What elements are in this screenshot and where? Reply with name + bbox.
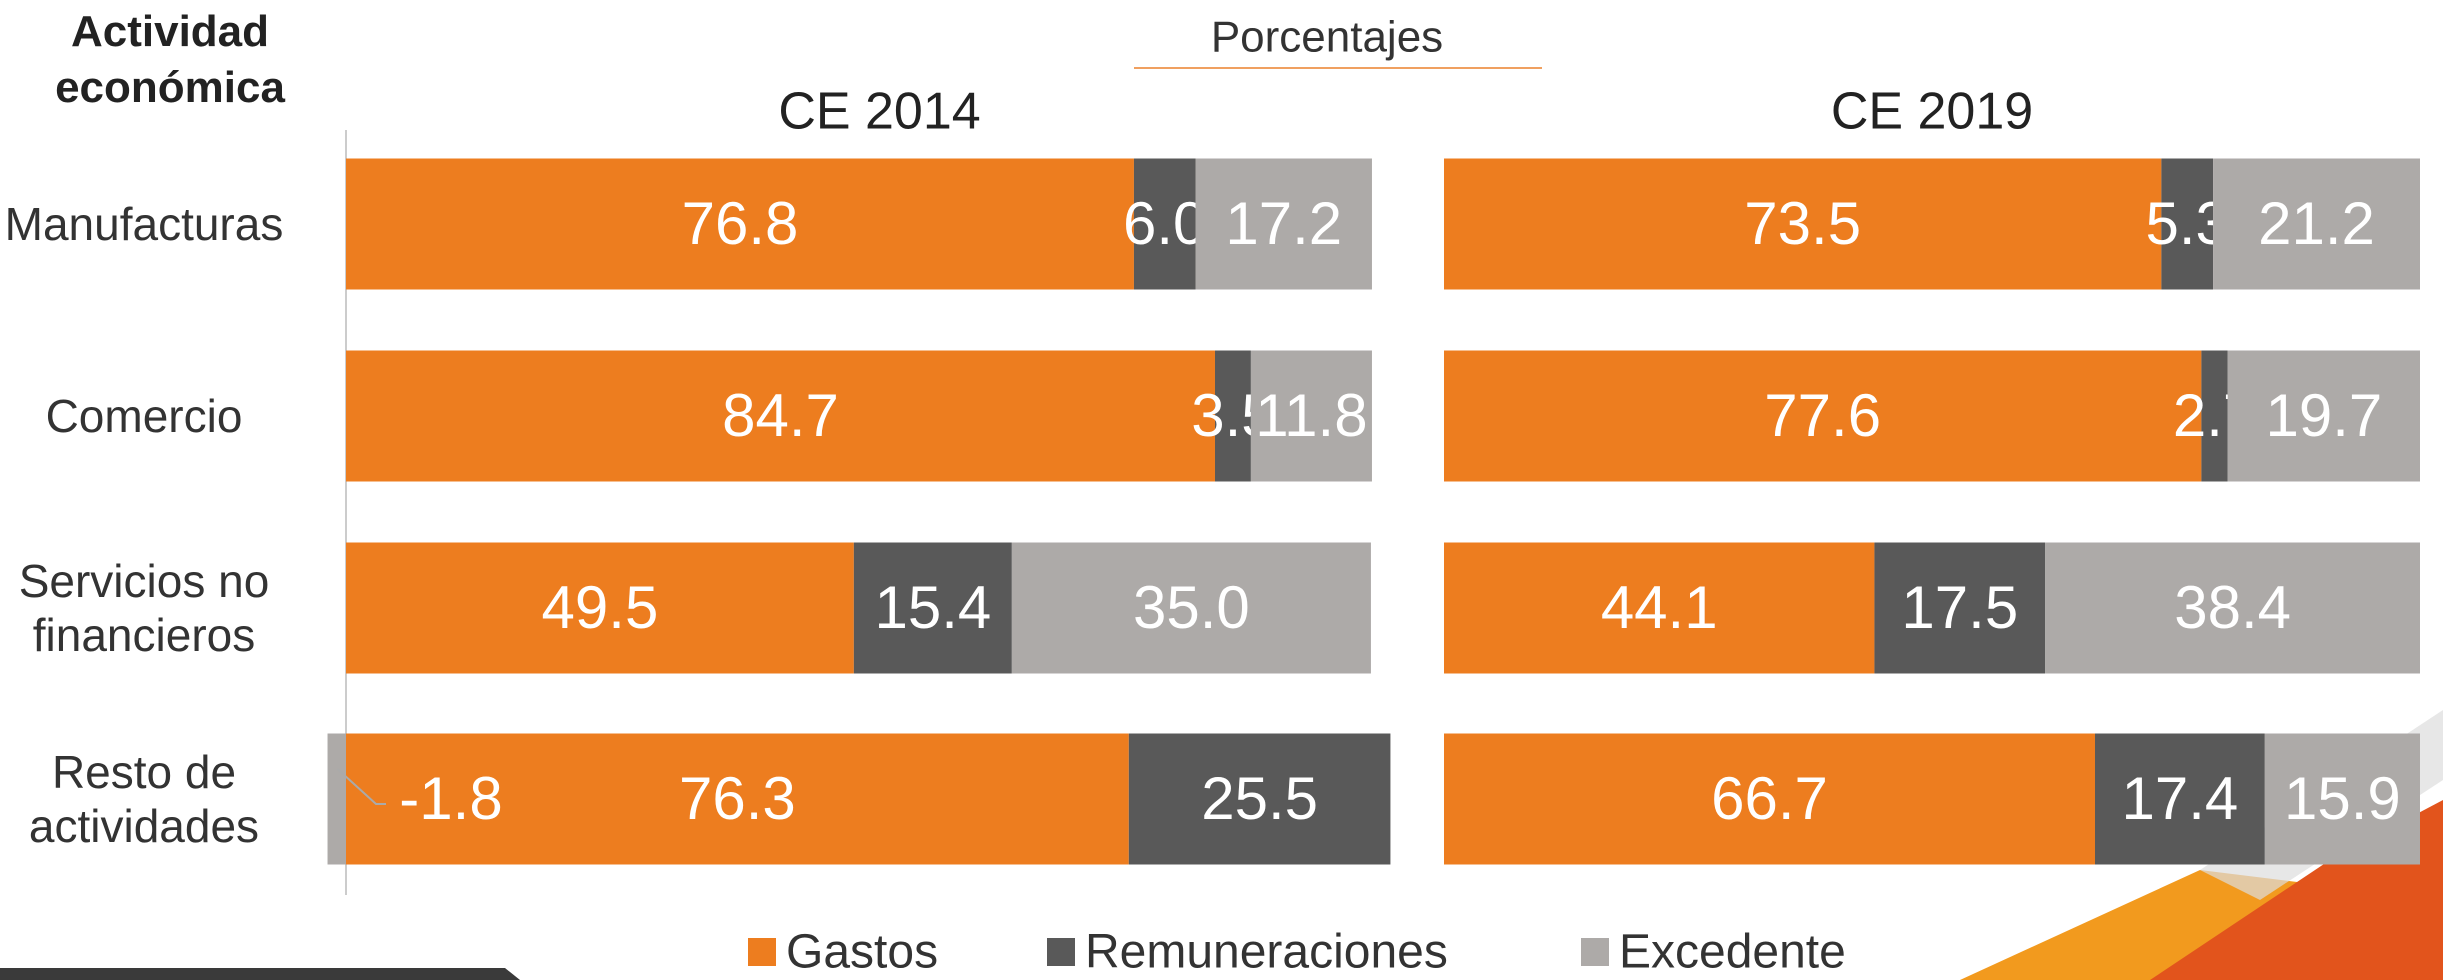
category-label: Servicios no financieros bbox=[18, 555, 270, 661]
bar-segment bbox=[1444, 158, 2162, 290]
bar-segment bbox=[346, 350, 1215, 482]
legend-label: Gastos bbox=[786, 926, 938, 979]
legend-label: Excedente bbox=[1619, 926, 1846, 979]
data-label: 77.6 bbox=[1764, 382, 1881, 449]
data-label: 17.4 bbox=[2122, 765, 2239, 832]
bar-segment bbox=[346, 542, 854, 674]
data-label: 76.8 bbox=[682, 190, 799, 257]
category-label: Manufacturas bbox=[4, 198, 284, 250]
bar-segment bbox=[2094, 733, 2265, 865]
bar-segment bbox=[1250, 350, 1372, 482]
bar-segment bbox=[1214, 350, 1251, 482]
data-label: -1.8 bbox=[399, 765, 502, 832]
bar-segment bbox=[1128, 733, 1391, 865]
bar-segment bbox=[2227, 350, 2420, 482]
decor bbox=[0, 968, 520, 980]
data-label: 35.0 bbox=[1133, 574, 1250, 641]
category-label: Comercio bbox=[45, 390, 243, 442]
data-label: 73.5 bbox=[1744, 190, 1861, 257]
bar-segment bbox=[327, 733, 346, 865]
bar-segment bbox=[2264, 733, 2420, 865]
bar-segment bbox=[1444, 733, 2095, 865]
panel-title: CE 2019 bbox=[1831, 83, 2033, 141]
panel-title: CE 2014 bbox=[778, 83, 980, 141]
bar-segment bbox=[2213, 158, 2420, 290]
data-label: 21.2 bbox=[2258, 190, 2375, 257]
bar-segment bbox=[1444, 542, 1875, 674]
legend-swatch bbox=[1581, 938, 1609, 966]
subtitle: Porcentajes bbox=[1211, 13, 1443, 62]
data-label: 17.2 bbox=[1225, 190, 1342, 257]
data-label: 6.0 bbox=[1123, 190, 1206, 257]
bar-segment bbox=[1874, 542, 2046, 674]
bar-segment bbox=[2161, 158, 2214, 290]
category-label: Resto de actividades bbox=[28, 746, 260, 852]
legend-label: Remuneraciones bbox=[1085, 926, 1448, 979]
data-label: 76.3 bbox=[679, 765, 796, 832]
bar-segment bbox=[1133, 158, 1196, 290]
data-label: 19.7 bbox=[2265, 382, 2382, 449]
bar-segment bbox=[346, 733, 1129, 865]
bar-segment bbox=[2045, 542, 2420, 674]
data-label: 38.4 bbox=[2174, 574, 2291, 641]
data-label: 17.5 bbox=[1901, 574, 2018, 641]
data-label: 15.9 bbox=[2284, 765, 2401, 832]
data-label: 44.1 bbox=[1601, 574, 1718, 641]
bar-segment bbox=[1195, 158, 1372, 290]
bar-segment bbox=[1011, 542, 1371, 674]
legend-swatch bbox=[1047, 938, 1075, 966]
data-label: 11.8 bbox=[1255, 382, 1367, 449]
axis-title: Actividad económica bbox=[55, 7, 285, 112]
data-label: 25.5 bbox=[1201, 765, 1318, 832]
bar-segment bbox=[853, 542, 1012, 674]
data-label: 84.7 bbox=[722, 382, 839, 449]
data-label: 15.4 bbox=[874, 574, 991, 641]
bar-segment bbox=[2201, 350, 2228, 482]
bar-segment bbox=[346, 158, 1134, 290]
legend-swatch bbox=[748, 938, 776, 966]
data-label: 49.5 bbox=[542, 574, 659, 641]
bar-segment bbox=[1444, 350, 2202, 482]
leader-line bbox=[336, 768, 386, 805]
data-label: 66.7 bbox=[1711, 765, 1828, 832]
